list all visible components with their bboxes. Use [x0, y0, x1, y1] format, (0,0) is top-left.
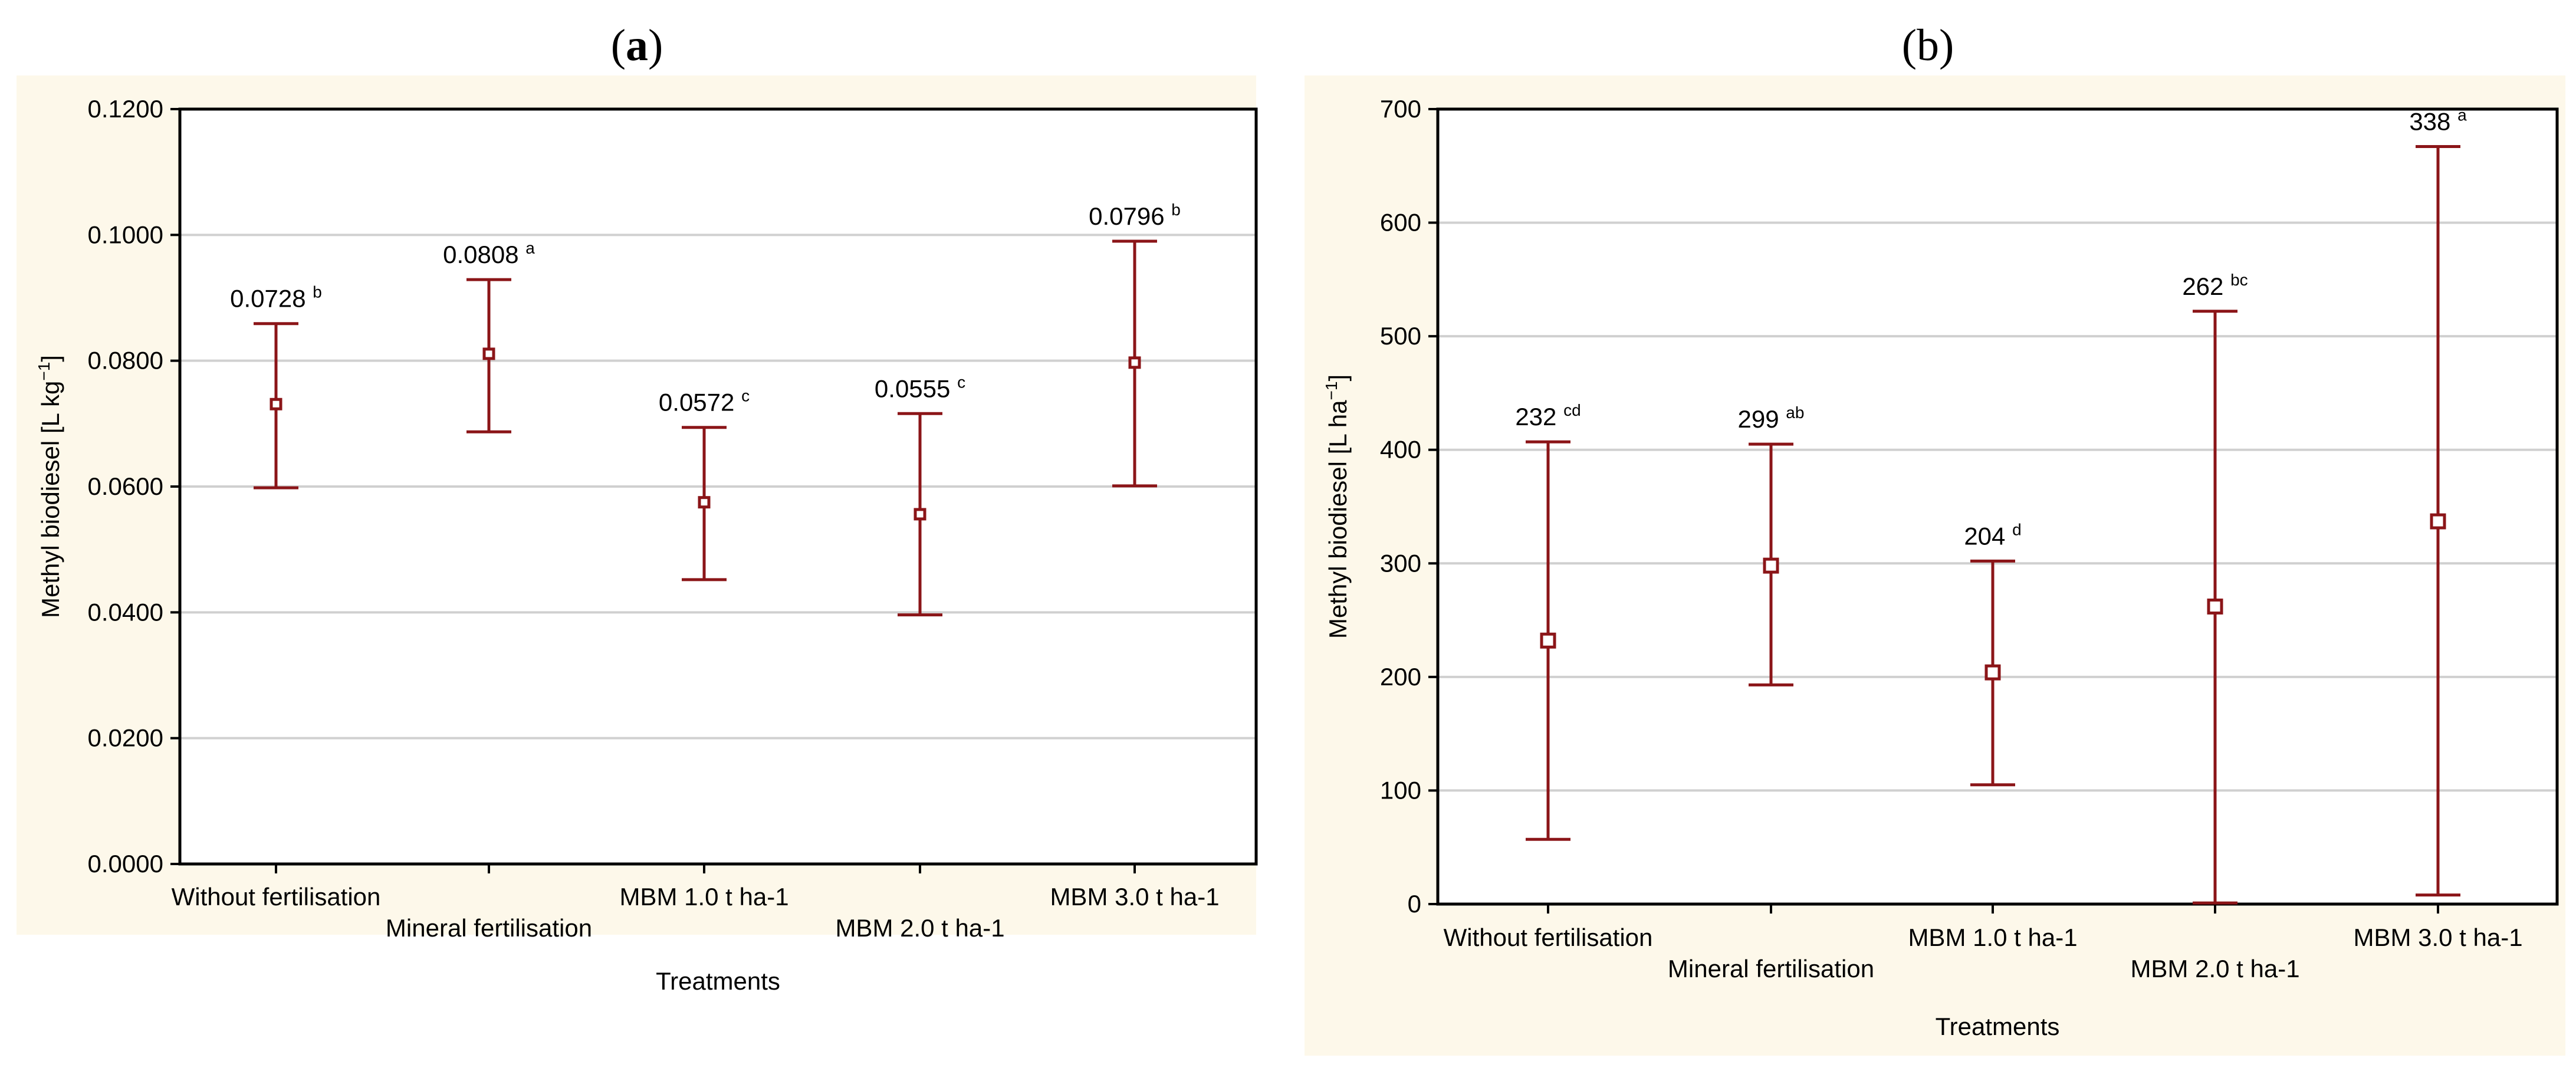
- mean-point-a-0: [270, 397, 282, 410]
- y-tick-label-b-1: 100: [1380, 776, 1421, 804]
- data-label-letters-a-0: b: [313, 283, 322, 301]
- y-axis-title-sup-a: −1: [35, 362, 53, 381]
- mean-point-a-4: [1128, 356, 1141, 369]
- y-tick-label-a-1: 0.0200: [88, 724, 163, 752]
- data-label-a-3: 0.0555 c: [875, 373, 965, 402]
- data-label-letters-a-2: c: [741, 387, 750, 405]
- data-label-b-0: 232 cd: [1515, 401, 1581, 431]
- data-label-value-a-2: 0.0572: [659, 389, 741, 416]
- data-label-letters-b-3: bc: [2230, 271, 2248, 289]
- chart-panel-b: 0 100 200 300 400 500 600 700 Without fertilisat…: [1305, 75, 2565, 1056]
- panel-title-a: (a): [610, 21, 663, 70]
- x-category-label-b-4: MBM 3.0 t ha-1: [2353, 924, 2522, 951]
- y-tick-label-b-2: 200: [1380, 663, 1421, 691]
- y-axis-title-text-b: Methyl biodiesel [L ha: [1324, 400, 1352, 639]
- x-category-label-a-1: Mineral fertilisation: [386, 914, 592, 942]
- y-tick-label-b-6: 600: [1380, 209, 1421, 236]
- y-axis-title-end-b: ]: [1324, 374, 1352, 382]
- data-label-letters-b-0: cd: [1563, 401, 1581, 419]
- x-category-label-a-4: MBM 3.0 t ha-1: [1050, 883, 1219, 911]
- x-category-label-b-0: Without fertilisation: [1444, 924, 1653, 951]
- y-tick-label-b-0: 0: [1408, 890, 1421, 918]
- data-label-value-a-4: 0.0796: [1089, 202, 1171, 230]
- data-label-value-b-1: 299: [1738, 405, 1786, 433]
- x-category-label-b-1: Mineral fertilisation: [1668, 955, 1874, 983]
- data-label-b-1: 299 ab: [1738, 403, 1805, 433]
- y-tick-label-b-5: 500: [1380, 322, 1421, 350]
- y-tick-label-a-3: 0.0600: [88, 472, 163, 500]
- mean-point-b-0: [1540, 632, 1556, 649]
- y-axis-title-b: Methyl biodiesel [L ha−1]: [1322, 374, 1352, 639]
- data-label-b-3: 262 bc: [2182, 271, 2248, 300]
- mean-point-b-1: [1763, 557, 1779, 574]
- mean-point-b-4: [2430, 513, 2446, 530]
- y-tick-label-b-4: 400: [1380, 436, 1421, 464]
- plot-frame-b: [1436, 107, 2559, 906]
- y-axis-title-text-a: Methyl biodiesel [L kg: [37, 381, 64, 618]
- data-label-value-b-0: 232: [1515, 403, 1563, 431]
- data-label-value-a-0: 0.0728: [230, 285, 313, 313]
- y-tick-label-a-2: 0.0400: [88, 598, 163, 626]
- data-label-a-4: 0.0796 b: [1089, 201, 1181, 230]
- panel-letter-a: a: [626, 21, 648, 70]
- data-label-letters-a-1: a: [525, 239, 535, 257]
- y-tick-label-a-5: 0.1000: [88, 221, 163, 248]
- y-axis-title-sup-b: −1: [1322, 382, 1340, 400]
- chart-panel-a: 0.0000 0.0200 0.0400 0.0600 0.0800 0.1000 0.12…: [17, 75, 1258, 995]
- data-label-a-2: 0.0572 c: [659, 387, 750, 416]
- y-tick-label-b-3: 300: [1380, 549, 1421, 577]
- x-category-label-a-3: MBM 2.0 t ha-1: [835, 914, 1004, 942]
- panel-letter-b: b: [1917, 21, 1939, 70]
- data-label-letters-b-2: d: [2012, 520, 2022, 538]
- data-label-value-b-2: 204: [1964, 522, 2012, 550]
- y-axis-title-end-a: ]: [37, 355, 64, 362]
- data-label-letters-a-3: c: [957, 373, 965, 391]
- x-category-label-a-2: MBM 1.0 t ha-1: [619, 883, 788, 911]
- mean-point-b-2: [1984, 664, 2001, 681]
- data-label-value-b-4: 338: [2409, 108, 2457, 136]
- x-category-label-b-2: MBM 1.0 t ha-1: [1908, 924, 2077, 951]
- x-axis-title-b: Treatments: [1936, 1013, 2060, 1040]
- data-label-b-2: 204 d: [1964, 520, 2021, 550]
- plot-frame-a: [178, 107, 1258, 866]
- mean-point-a-1: [482, 347, 495, 360]
- data-label-letters-a-4: b: [1171, 201, 1181, 219]
- data-label-letters-b-1: ab: [1786, 403, 1804, 422]
- y-tick-label-a-4: 0.0800: [88, 347, 163, 374]
- plot-area-b: [1438, 109, 2557, 904]
- data-label-a-1: 0.0808 a: [443, 239, 535, 268]
- mean-point-a-2: [698, 496, 711, 509]
- y-tick-label-a-0: 0.0000: [88, 850, 163, 878]
- data-label-value-b-3: 262: [2182, 272, 2230, 300]
- y-axis-title-a: Methyl biodiesel [L kg−1]: [35, 355, 64, 618]
- mean-point-b-3: [2207, 598, 2223, 615]
- data-label-value-a-1: 0.0808: [443, 241, 525, 268]
- data-label-value-a-3: 0.0555: [875, 374, 957, 402]
- x-category-label-b-3: MBM 2.0 t ha-1: [2130, 955, 2299, 983]
- data-label-b-4: 338 a: [2409, 106, 2467, 136]
- x-axis-title-a: Treatments: [656, 967, 780, 995]
- x-category-label-a-0: Without fertilisation: [172, 883, 381, 911]
- mean-point-a-3: [914, 508, 926, 521]
- panel-title-b: (b): [1901, 21, 1954, 70]
- data-label-a-0: 0.0728 b: [230, 283, 322, 313]
- y-tick-label-a-6: 0.1200: [88, 95, 163, 123]
- data-label-letters-b-4: a: [2457, 106, 2467, 124]
- y-tick-label-b-7: 700: [1380, 95, 1421, 123]
